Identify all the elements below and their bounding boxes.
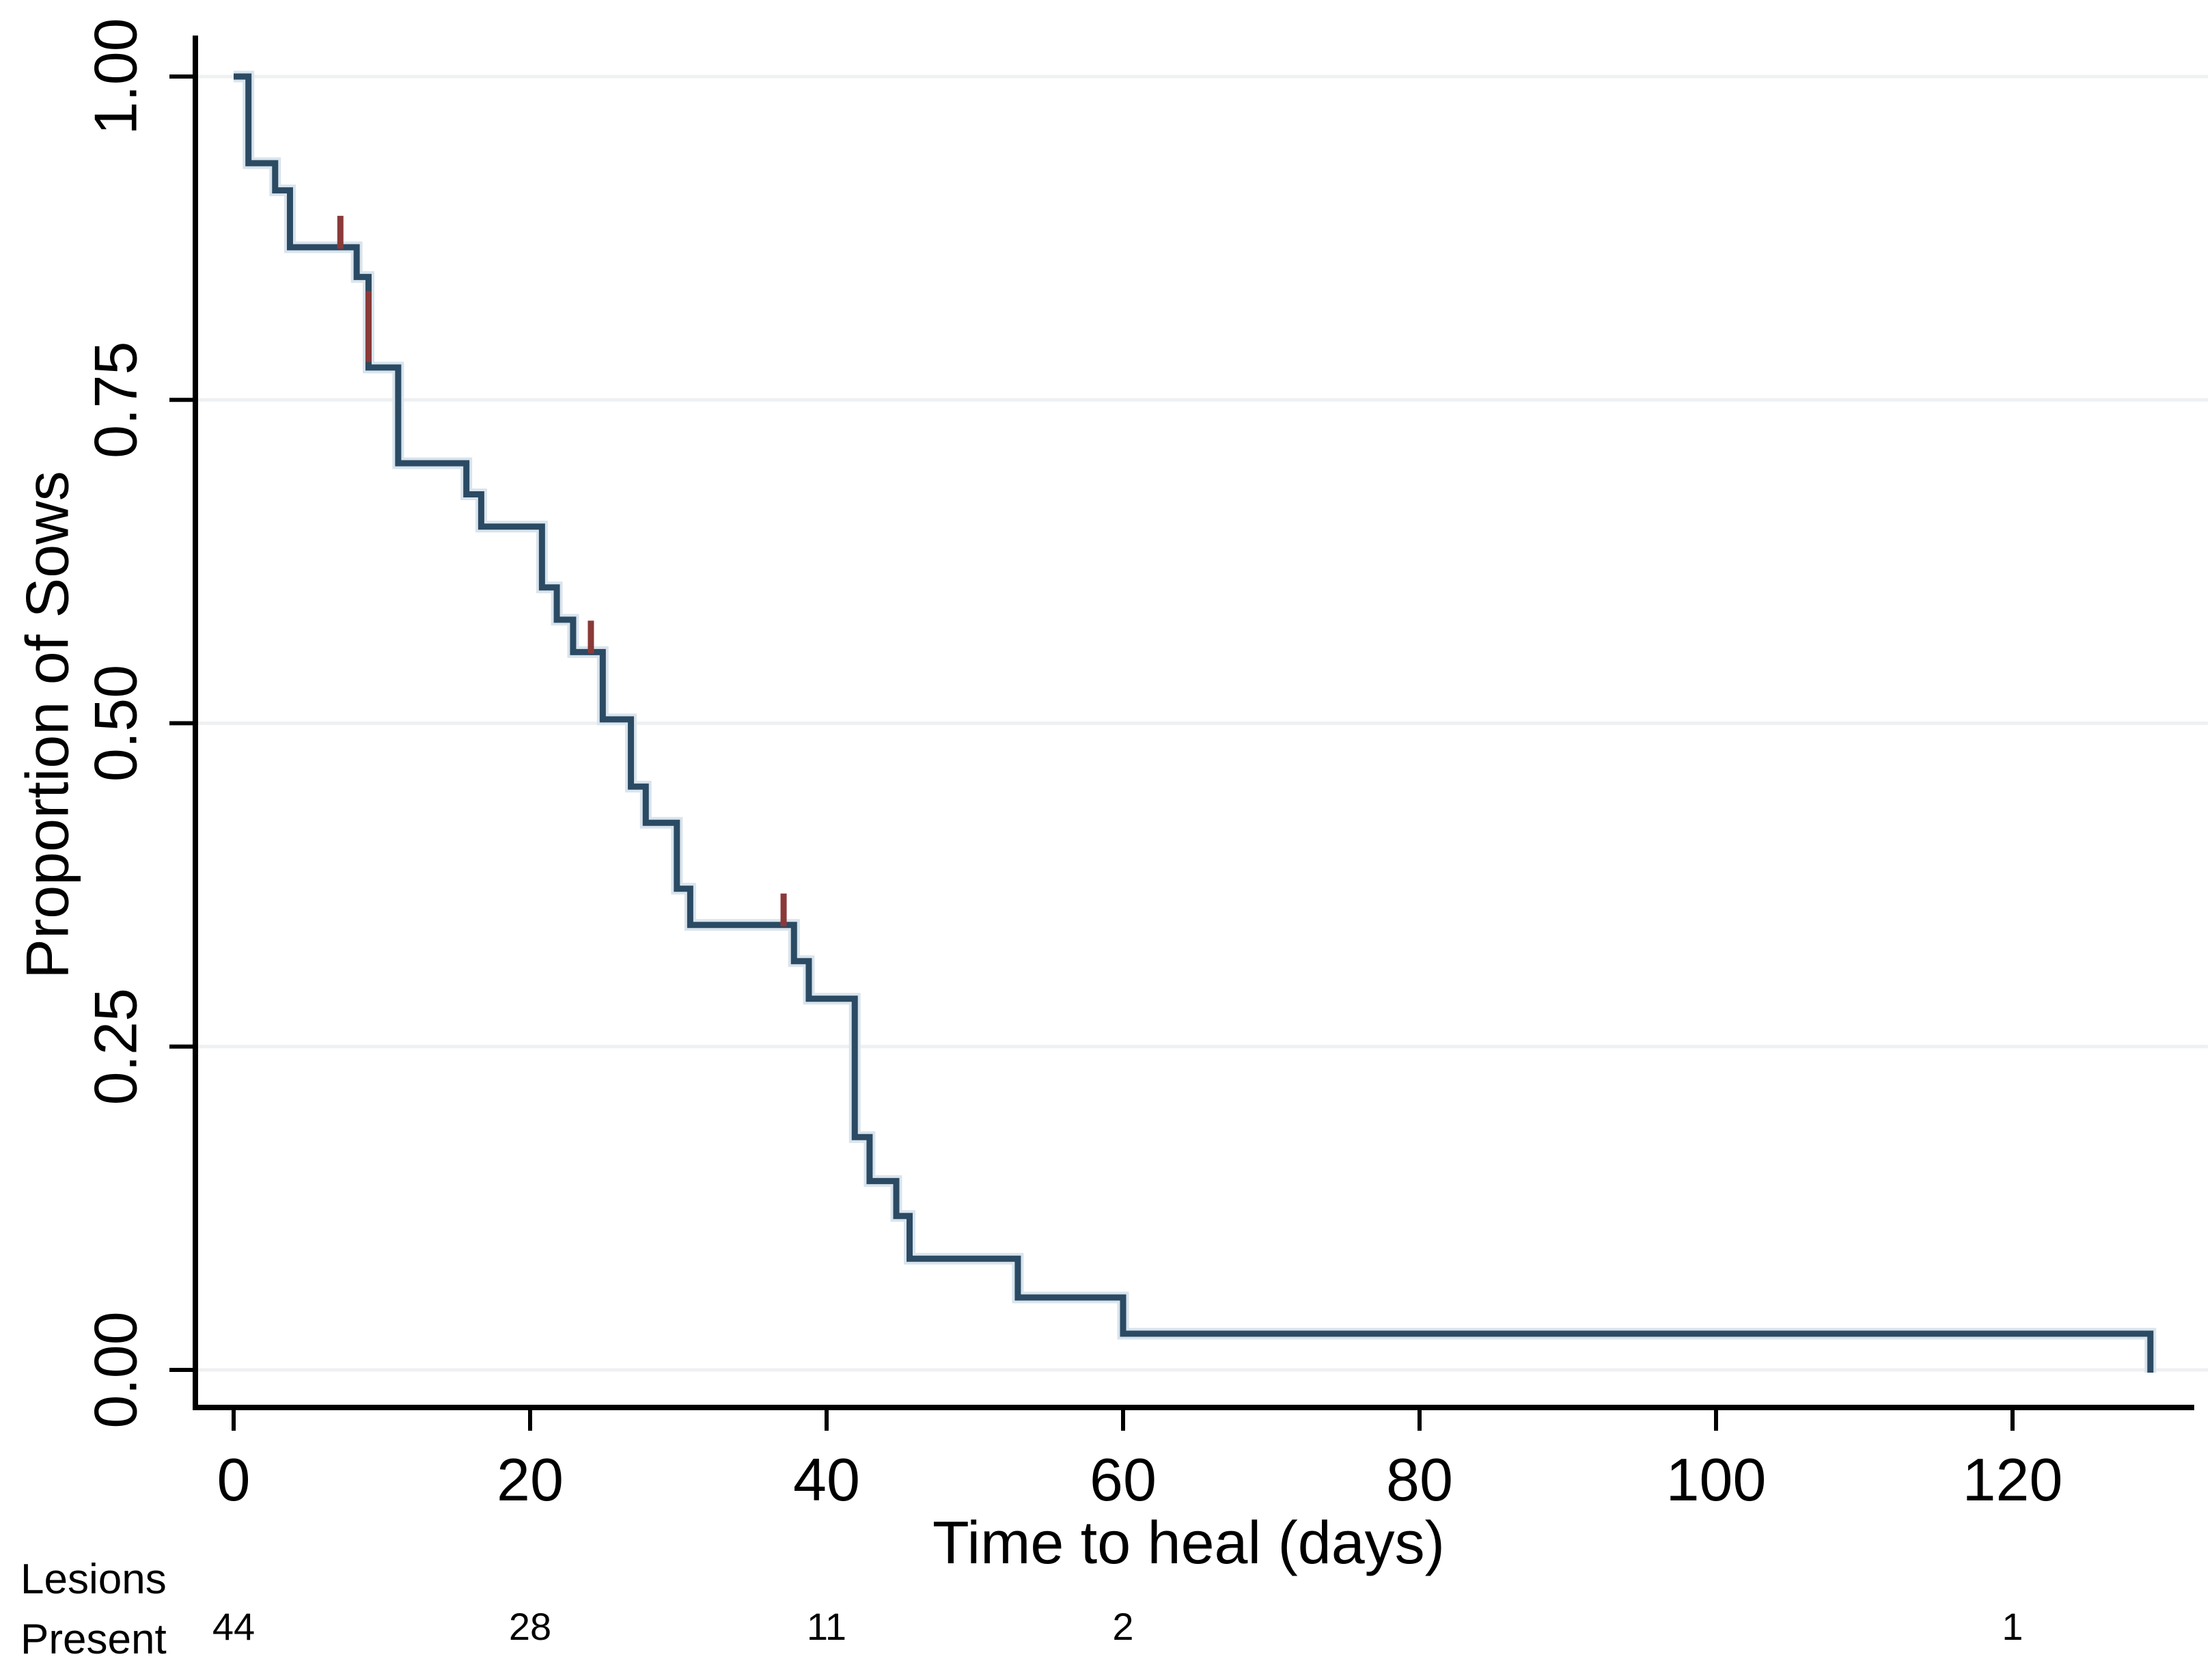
risk-table-label-line1: Lesions (20, 1556, 167, 1603)
y-tick-label-1.00: 1.00 (81, 18, 149, 135)
x-tick-label-100: 100 (1666, 1446, 1767, 1513)
x-axis-title: Time to heal (days) (932, 1509, 1445, 1576)
y-tick-label-0.75: 0.75 (81, 342, 149, 458)
risk-count-day-40: 11 (807, 1605, 846, 1648)
x-tick-label-60: 60 (1090, 1446, 1157, 1513)
y-tick-label-0.50: 0.50 (81, 665, 149, 782)
risk-count-day-60: 2 (1112, 1605, 1133, 1648)
y-tick-label-0.00: 0.00 (81, 1311, 149, 1428)
risk-count-day-120: 1 (2002, 1605, 2023, 1648)
x-tick-label-0: 0 (217, 1446, 251, 1513)
y-axis-title: Proportion of Sows (13, 471, 81, 979)
risk-count-day-0: 44 (212, 1605, 255, 1648)
risk-table-label-line2: Present (20, 1616, 167, 1663)
x-tick-label-20: 20 (497, 1446, 564, 1513)
x-tick-label-40: 40 (793, 1446, 860, 1513)
survival-curve (234, 73, 2154, 1373)
x-tick-label-120: 120 (1963, 1446, 2063, 1513)
risk-count-day-20: 28 (509, 1605, 551, 1648)
y-tick-label-0.25: 0.25 (81, 988, 149, 1105)
x-tick-label-80: 80 (1386, 1446, 1453, 1513)
